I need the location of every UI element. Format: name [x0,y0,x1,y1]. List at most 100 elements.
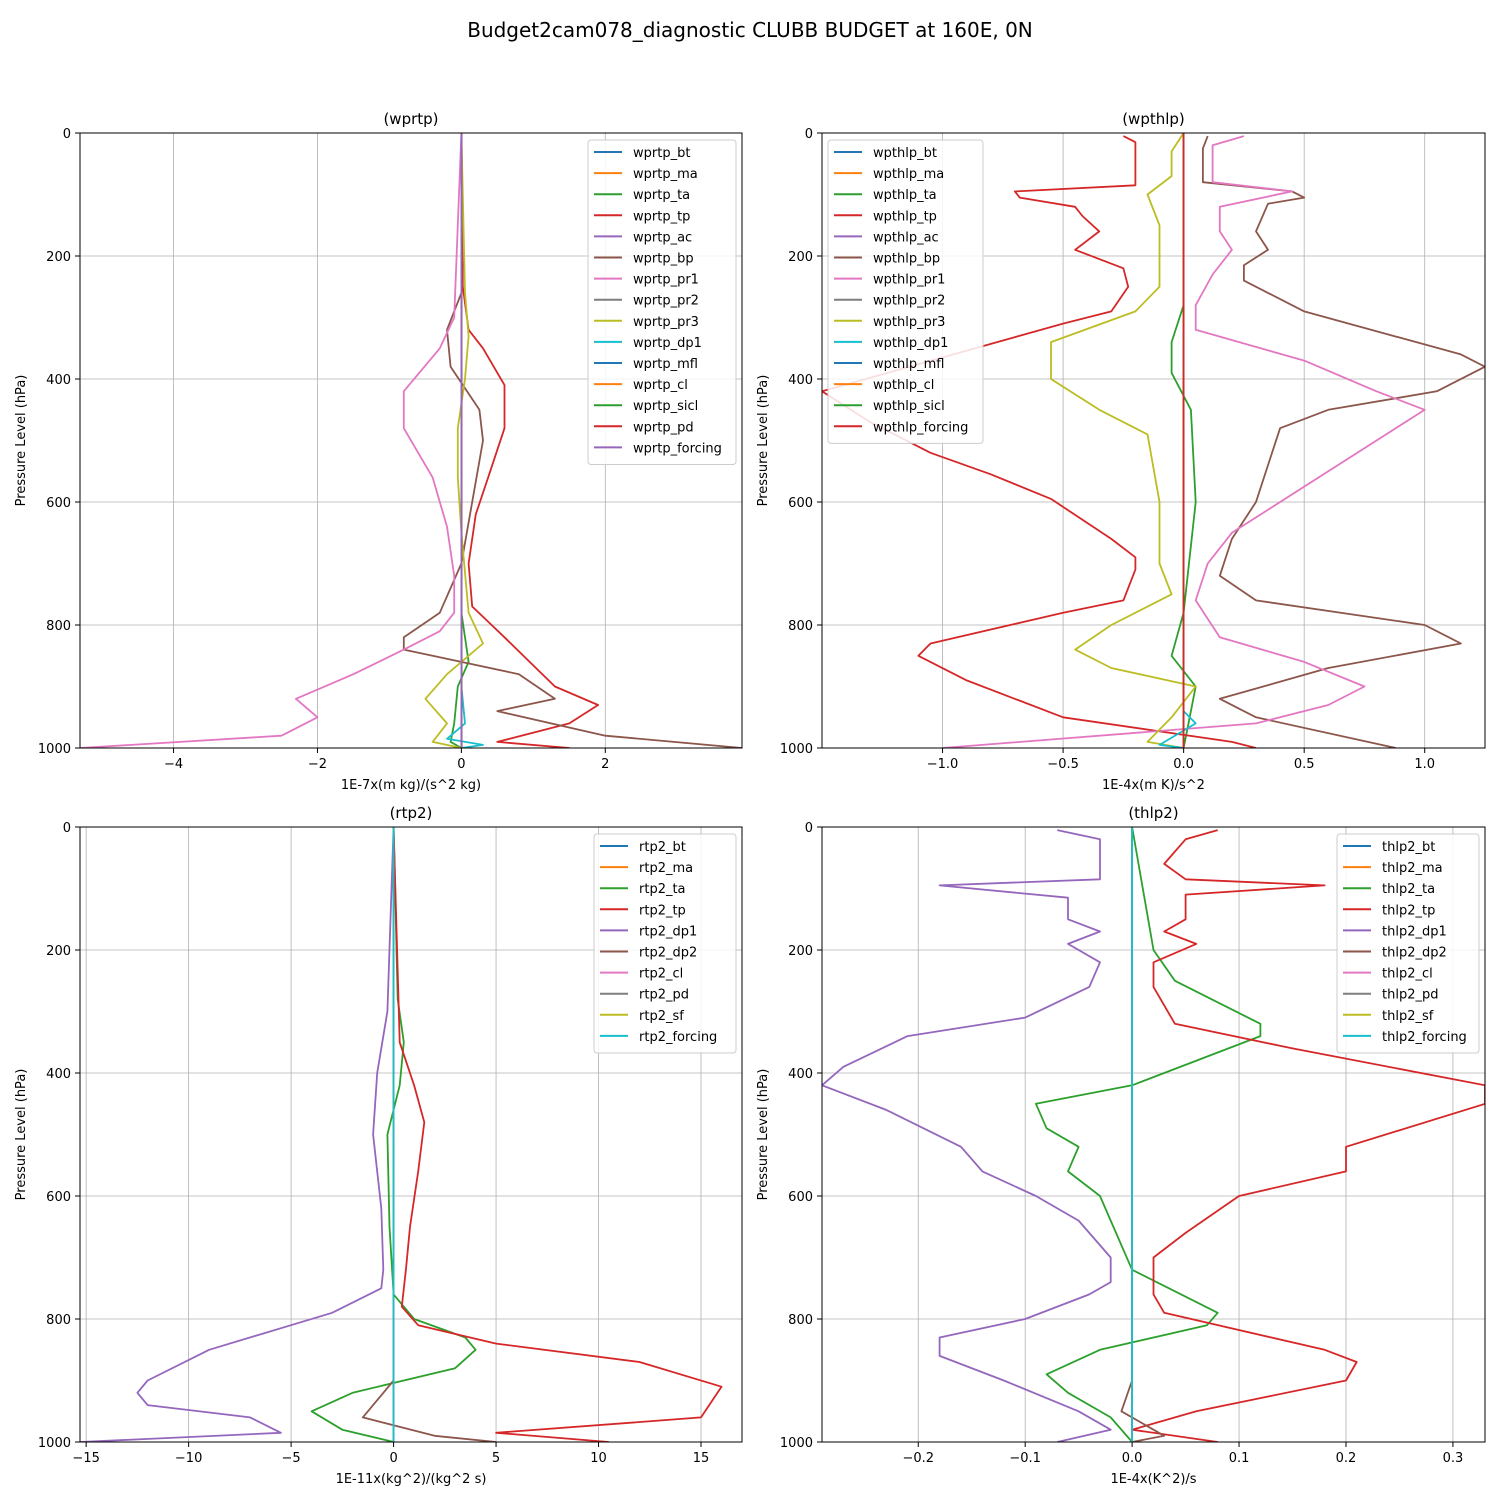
x-tick-label: 0.5 [1294,757,1315,772]
x-tick-label: −0.2 [902,1451,934,1466]
x-axis-label: 1E-11x(kg^2)/(kg^2 s) [336,1472,487,1487]
chart-panel-1: −1.0 −0.5 0.0 0.5 1.0 0 200 400 600 800 1000 (wpthl… [756,110,1486,793]
legend-label: wpthlp_pr2 [873,294,945,309]
series-line-wpthlp_pr3 [1050,133,1197,748]
panel-title: (wpthlp) [1122,110,1185,128]
legend-label: thlp2_pd [1382,988,1438,1003]
panel-title: (rtp2) [390,804,433,822]
series-group [822,827,1485,1442]
legend-label: wprtp_forcing [633,441,722,456]
legend-label: thlp2_dp1 [1382,924,1447,939]
legend-label: wprtp_bt [633,146,690,161]
x-tick-label: 0.1 [1229,1451,1250,1466]
y-tick-label: 800 [46,619,71,634]
series-line-wprtp_bp [402,133,742,748]
plot-frame [79,132,743,749]
x-tick-label: −15 [72,1451,99,1466]
y-axis-label: Pressure Level (hPa) [756,375,771,507]
x-axis-label: 1E-7x(m kg)/(s^2 kg) [341,778,481,793]
x-axis-label: 1E-4x(K^2)/s [1110,1472,1196,1487]
x-tick-label: 5 [492,1451,500,1466]
legend-label: rtp2_dp1 [639,924,697,939]
x-axis-label: 1E-4x(m K)/s^2 [1102,778,1205,793]
y-tick-label: 0 [63,127,71,142]
series-line-rtp2_tp [392,827,723,1442]
series-line-thlp2_ta [1035,827,1262,1442]
series-line-rtp2_dp1 [80,827,395,1442]
x-tick-label: 0 [389,1451,397,1466]
legend-label: thlp2_dp2 [1382,946,1447,961]
y-tick-label: 800 [788,619,813,634]
legend-label: rtp2_bt [639,840,686,855]
legend-label: wprtp_ma [633,167,698,182]
series-line-rtp2_ta [310,827,477,1442]
legend-label: wpthlp_bp [873,252,940,267]
legend-label: wpthlp_cl [873,378,934,393]
y-tick-label: 800 [46,1313,71,1328]
y-tick-label: 200 [788,250,813,265]
legend-label: wpthlp_dp1 [873,336,948,351]
y-tick-label: 1000 [38,742,71,757]
legend-box [1336,833,1480,1054]
legend-label: wpthlp_forcing [873,420,968,435]
series-line-wpthlp_bp [1202,135,1485,748]
y-tick-label: 800 [788,1313,813,1328]
x-tick-label: −10 [175,1451,202,1466]
legend-label: wpthlp_tp [873,209,937,224]
x-tick-label: 1.0 [1414,757,1435,772]
y-tick-label: 1000 [38,1436,71,1451]
y-tick-label: 400 [46,1067,71,1082]
legend-label: wprtp_pr2 [633,294,699,309]
legend: rtp2_bt rtp2_ma rtp2_ta rtp2_tp rtp2_dp1 rtp2… [593,833,737,1054]
legend-label: rtp2_ma [639,861,693,876]
x-tick-label: −0.1 [1009,1451,1041,1466]
y-tick-label: 0 [805,127,813,142]
legend-label: wpthlp_mfl [873,357,944,372]
series-line-thlp2_tp [1131,829,1485,1442]
series-group [822,133,1485,748]
series-line-wprtp_pr3 [424,133,484,748]
y-tick-label: 600 [788,1190,813,1205]
legend-label: rtp2_sf [639,1009,684,1024]
legend-label: wpthlp_pr3 [873,315,945,330]
legend-label: wpthlp_sicl [873,399,945,414]
legend-label: thlp2_tp [1382,903,1435,918]
x-tick-label: 0.0 [1173,757,1194,772]
chart-panel-2: −15 −10 −5 0 5 10 15 0 200 400 600 800 1000 (rtp2) 1E-… [14,804,743,1487]
legend-label: thlp2_bt [1382,840,1435,855]
legend-label: wprtp_cl [633,378,688,393]
legend-label: thlp2_sf [1382,1009,1434,1024]
x-tick-label: 10 [590,1451,607,1466]
legend-label: thlp2_cl [1382,967,1433,982]
legend-label: wprtp_sicl [633,399,698,414]
legend-label: wprtp_pr1 [633,273,699,288]
x-tick-label: 0.2 [1336,1451,1357,1466]
y-tick-label: 400 [788,1067,813,1082]
legend-label: wprtp_ac [633,230,692,245]
legend-label: rtp2_tp [639,903,686,918]
x-tick-label: −5 [282,1451,301,1466]
legend-label: wpthlp_ac [873,230,939,245]
y-tick-label: 600 [788,496,813,511]
plot-frame [79,826,743,1443]
legend-label: wpthlp_ta [873,188,937,203]
y-tick-label: 200 [46,944,71,959]
x-tick-label: 15 [693,1451,710,1466]
chart-panel-0: −4 −2 0 2 0 200 400 600 800 1000 (wprtp) 1E-7x(m kg… [14,110,743,793]
x-tick-label: −4 [164,757,183,772]
y-axis-label: Pressure Level (hPa) [756,1069,771,1201]
x-tick-label: 0.3 [1443,1451,1464,1466]
y-tick-label: 1000 [780,742,813,757]
figure-title: Budget2cam078_diagnostic CLUBB BUDGET at… [467,18,1033,42]
y-tick-label: 1000 [780,1436,813,1451]
legend-label: wprtp_tp [633,209,690,224]
legend-box [593,833,737,1054]
chart-panel-3: −0.2 −0.1 0.0 0.1 0.2 0.3 0 200 400 600 800 1000 (th… [756,804,1486,1487]
series-group [80,133,742,748]
y-tick-label: 200 [788,944,813,959]
series-group [80,827,723,1442]
legend-label: wpthlp_bt [873,146,937,161]
legend-label: wprtp_pr3 [633,315,699,330]
y-tick-label: 600 [46,1190,71,1205]
